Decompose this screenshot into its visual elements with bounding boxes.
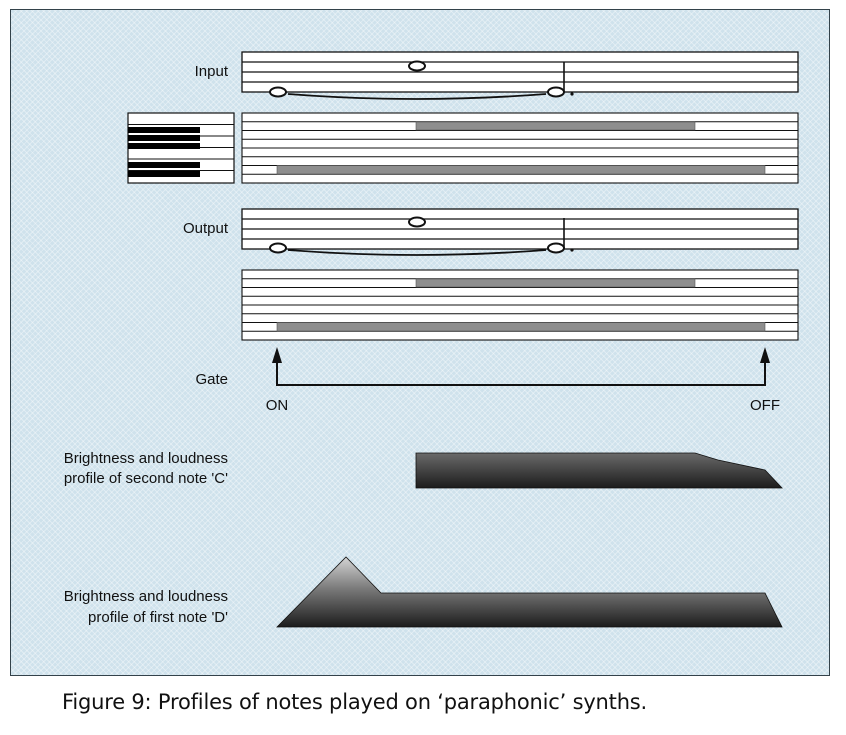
gate-on-label: ON: [266, 397, 289, 414]
figure-caption: Figure 9: Profiles of notes played on ‘p…: [62, 690, 648, 714]
input-bar-second-note-c: [415, 121, 696, 131]
gate-signal: [272, 347, 770, 386]
output-bar-first-note-d: [276, 322, 766, 332]
output-bar-second-note-c: [415, 278, 696, 288]
input-bar-first-note-d: [276, 165, 766, 175]
input-staff: [241, 51, 799, 93]
output-label: Output: [183, 220, 229, 237]
input-note-c-whole: [408, 60, 426, 72]
output-tie: [287, 249, 547, 256]
keyboard-icon: [127, 112, 235, 184]
first-note-d-profile-shape: [276, 556, 783, 628]
output-note-c-whole: [408, 216, 426, 228]
second-note-c-profile-shape: [415, 452, 783, 489]
output-note-d-dotted-half: [547, 218, 574, 254]
output-note-d-whole: [269, 242, 287, 254]
first-note-profile-label-line2: profile of first note 'D': [88, 609, 228, 626]
first-note-profile-label-line1: Brightness and loudness: [64, 588, 228, 605]
input-note-d-dotted-half: [547, 62, 574, 98]
input-label: Input: [195, 63, 229, 80]
output-staff: [241, 208, 799, 250]
input-tie: [287, 93, 547, 100]
second-note-profile-label-line1: Brightness and loudness: [64, 450, 228, 467]
input-note-d-whole: [269, 86, 287, 98]
second-note-profile-label-line2: profile of second note 'C': [64, 470, 228, 487]
gate-off-label: OFF: [750, 397, 780, 414]
gate-label: Gate: [195, 371, 228, 388]
